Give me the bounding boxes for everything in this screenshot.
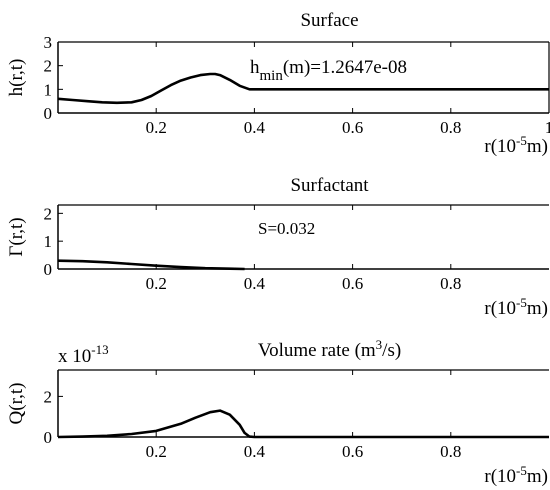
series-line (57, 409, 549, 439)
y-tick-label: 0 (44, 260, 53, 279)
x-tick-label: 0.2 (146, 442, 167, 461)
chart-panel-2: Surfactant Γ(r,t) 0.2 0.4 0.6 0.8 0 1 2 r(10-5m) S… (6, 175, 549, 319)
x-tick-label: 0.4 (244, 274, 266, 293)
y-scale-label: x 10-13 (58, 342, 109, 367)
chart-title: Volume rate (m3/s) (258, 337, 401, 361)
chart-panel-3: Volume rate (m3/s) Q(r,t) 0.2 0.4 0.6 0.8 0 2 r(… (6, 337, 549, 487)
y-tick-label: 2 (44, 204, 53, 223)
x-tick-label: 0.8 (440, 442, 461, 461)
y-tick-label: 2 (44, 57, 53, 76)
y-axis-label: h(r,t) (6, 59, 27, 97)
y-tick-label: 1 (44, 232, 53, 251)
annotation: S=0.032 (258, 219, 315, 238)
x-tick-label: 0.4 (244, 118, 266, 137)
y-tick-label: 0 (44, 428, 53, 447)
x-tick-label: 0.6 (342, 442, 363, 461)
y-tick-label: 3 (44, 33, 53, 52)
x-tick-label: 0.8 (440, 118, 461, 137)
x-axis-label: r(10-5m) (484, 295, 548, 319)
x-axis-label: r(10-5m) (484, 133, 548, 157)
annotation: hmin(m)=1.2647e-08 (250, 57, 407, 84)
chart-title: Surface (300, 10, 358, 31)
chart-panel-1: Surface h(r,t) 0.2 0.4 0.6 0.8 1 0 1 2 3 r(10-5m) hm… (6, 10, 550, 157)
y-tick-label: 1 (44, 80, 53, 99)
x-tick-label: 0.8 (440, 274, 461, 293)
x-tick-label: 1 (545, 118, 550, 137)
y-axis-label: Γ(r,t) (6, 217, 27, 256)
x-tick-label: 0.6 (342, 274, 363, 293)
x-tick-label: 0.6 (342, 118, 363, 137)
x-tick-label: 0.4 (244, 442, 266, 461)
x-tick-label: 0.2 (146, 274, 167, 293)
series-line (57, 259, 245, 271)
chart-title: Surfactant (290, 175, 369, 196)
series-line (57, 72, 549, 105)
y-axis-label: Q(r,t) (6, 383, 27, 425)
y-tick-label: 0 (44, 104, 53, 123)
x-axis-label: r(10-5m) (484, 463, 548, 487)
x-tick-label: 0.2 (146, 118, 167, 137)
y-tick-label: 2 (44, 387, 53, 406)
